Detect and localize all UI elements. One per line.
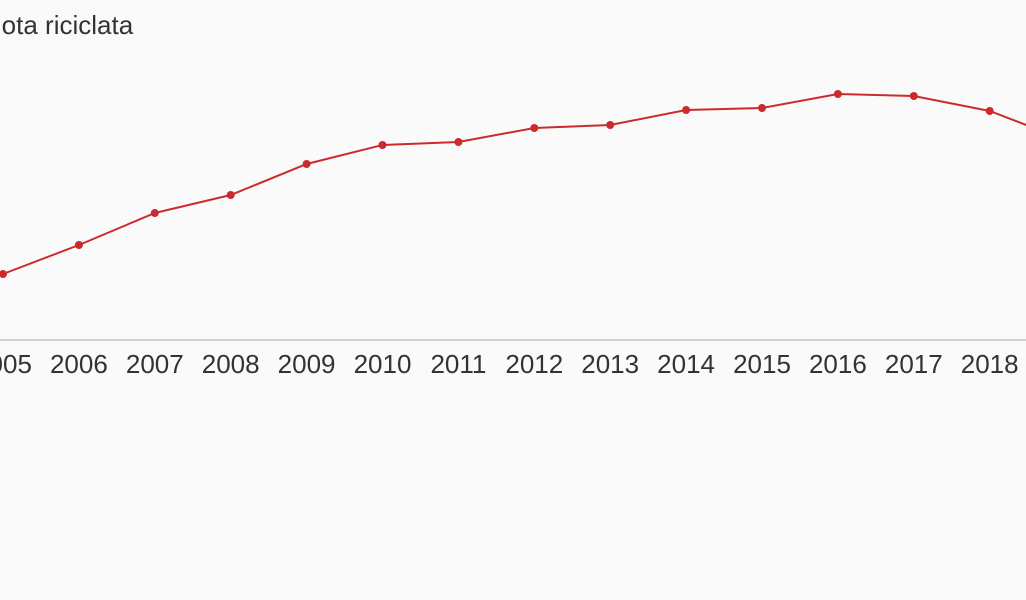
x-tick-label: 2013 xyxy=(581,349,639,379)
data-point xyxy=(530,124,539,132)
data-point xyxy=(833,90,842,98)
x-tick-label: 2007 xyxy=(126,349,184,379)
data-point xyxy=(74,241,83,249)
x-tick-label: 2010 xyxy=(354,349,412,379)
x-tick-label: 2006 xyxy=(50,349,108,379)
data-point xyxy=(985,107,994,115)
x-tick-label: 2017 xyxy=(885,349,943,379)
x-tick-label: 2005 xyxy=(0,349,32,379)
x-tick-label: 2016 xyxy=(809,349,867,379)
x-tick-label: 2012 xyxy=(505,349,563,379)
data-point xyxy=(226,191,235,199)
data-point xyxy=(0,270,7,278)
data-point xyxy=(682,106,691,114)
data-point xyxy=(909,92,918,100)
data-point xyxy=(378,141,387,149)
data-point xyxy=(758,104,766,112)
x-tick-label: 2009 xyxy=(278,349,336,379)
x-tick-label: 2014 xyxy=(657,349,715,379)
x-tick-label: 2018 xyxy=(961,349,1019,379)
data-point xyxy=(150,209,159,217)
data-point xyxy=(302,160,311,168)
data-point xyxy=(606,121,615,129)
chart-title: Quota riciclata xyxy=(0,10,134,40)
x-tick-label: 2008 xyxy=(202,349,260,379)
x-tick-label: 2015 xyxy=(733,349,791,379)
data-point xyxy=(454,138,463,146)
x-tick-label: 2011 xyxy=(430,349,486,379)
